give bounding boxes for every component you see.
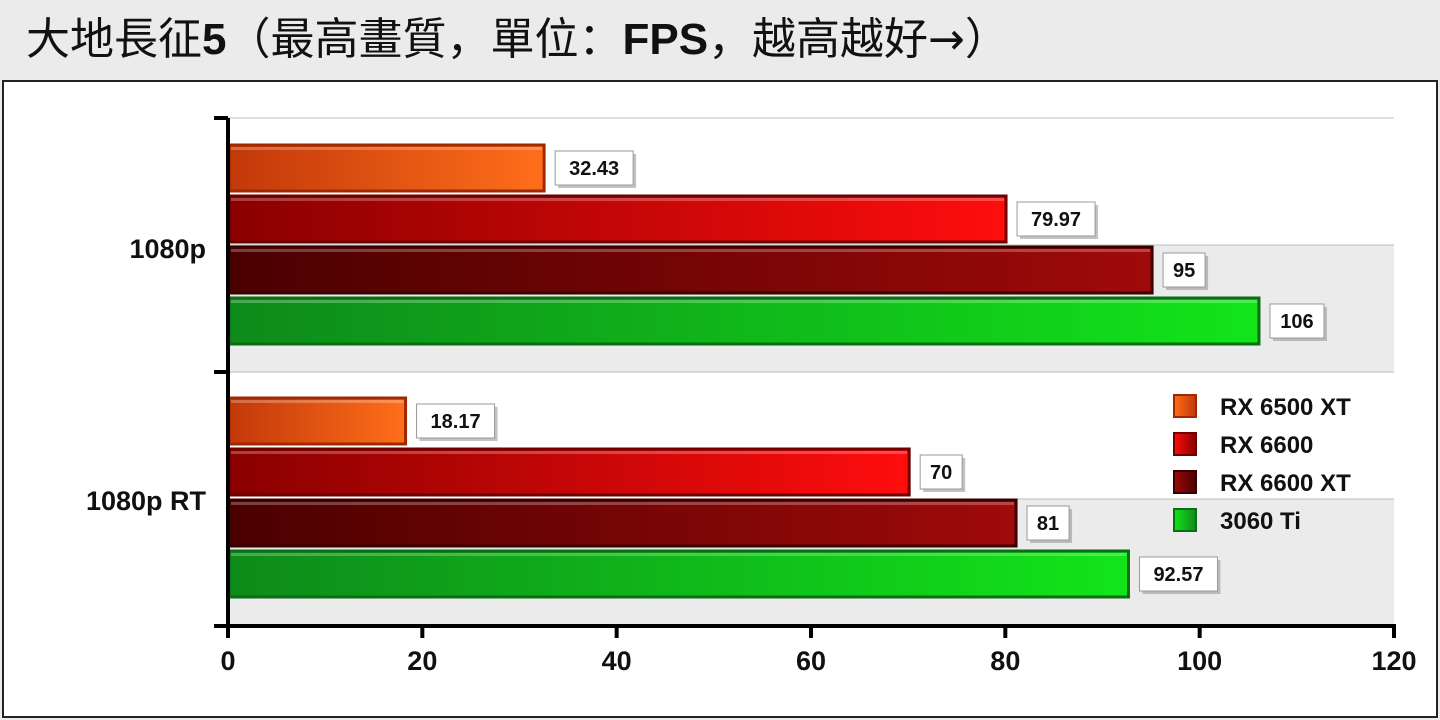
value-label: 79.97 bbox=[1031, 209, 1081, 231]
title-bold-number: 5 bbox=[202, 15, 227, 64]
value-label: 18.17 bbox=[431, 411, 481, 433]
x-tick-label: 60 bbox=[796, 646, 826, 676]
legend-swatch bbox=[1173, 394, 1197, 418]
title-bold-unit: FPS bbox=[622, 15, 709, 64]
value-label: 92.57 bbox=[1153, 564, 1203, 586]
value-label-box bbox=[554, 150, 634, 186]
category-label: 1080p RT bbox=[86, 486, 207, 516]
bar-highlight bbox=[231, 400, 404, 403]
bar-highlight bbox=[231, 451, 908, 454]
value-label: 95 bbox=[1173, 260, 1195, 282]
bar bbox=[227, 447, 911, 497]
value-label-box bbox=[1162, 252, 1206, 288]
title-bar: 大地長征5（最高畫質，單位：FPS，越高越好→） bbox=[0, 0, 1440, 80]
bars: 32.43 79.97 95 106 18.17 70 81 92.57 bbox=[227, 143, 1327, 599]
bar bbox=[227, 296, 1261, 346]
value-label-box bbox=[919, 454, 963, 490]
bar-highlight bbox=[231, 249, 1151, 252]
bar bbox=[227, 143, 546, 193]
title-prefix: 大地長征 bbox=[26, 14, 202, 65]
x-tick-label: 80 bbox=[990, 646, 1020, 676]
bar bbox=[227, 549, 1130, 599]
value-label-box bbox=[1269, 303, 1325, 339]
legend-swatch bbox=[1173, 432, 1197, 456]
x-tick-label: 0 bbox=[220, 646, 235, 676]
bar-highlight bbox=[231, 198, 1005, 201]
legend-label: RX 6600 XT bbox=[1220, 470, 1351, 497]
chart-title: 大地長征5（最高畫質，單位：FPS，越高越好→） bbox=[26, 10, 1009, 70]
value-label-box bbox=[1138, 556, 1218, 592]
x-tick-label: 100 bbox=[1177, 646, 1222, 676]
value-label: 106 bbox=[1280, 311, 1313, 333]
bar-highlight bbox=[231, 300, 1257, 303]
bar bbox=[227, 498, 1018, 548]
bar bbox=[227, 396, 408, 446]
value-label-box bbox=[1016, 201, 1096, 237]
bar bbox=[227, 194, 1008, 244]
value-label: 32.43 bbox=[569, 158, 619, 180]
bar-highlight bbox=[231, 553, 1127, 556]
value-label-box bbox=[416, 403, 496, 439]
title-suffix: ，越高越好→） bbox=[708, 14, 1009, 65]
axes: 1080p 1080p RT 0 20 40 60 80 100 120 bbox=[86, 116, 1417, 676]
legend-swatch bbox=[1173, 508, 1197, 532]
x-tick-label: 20 bbox=[407, 646, 437, 676]
legend-label: RX 6500 XT bbox=[1220, 394, 1351, 421]
legend-label: 3060 Ti bbox=[1220, 508, 1301, 535]
bar-highlight bbox=[231, 147, 543, 150]
legend-swatch bbox=[1173, 470, 1197, 494]
category-label: 1080p bbox=[129, 234, 206, 264]
value-label: 81 bbox=[1037, 513, 1059, 535]
legend-label: RX 6600 bbox=[1220, 432, 1313, 459]
x-tick-label: 120 bbox=[1371, 646, 1416, 676]
x-tick-label: 40 bbox=[602, 646, 632, 676]
value-label-box bbox=[1026, 505, 1070, 541]
title-middle: （最高畫質，單位： bbox=[226, 14, 623, 65]
value-label: 70 bbox=[930, 462, 952, 484]
legend: RX 6500 XT RX 6600 RX 6600 XT 3060 Ti bbox=[1173, 394, 1351, 535]
bar-highlight bbox=[231, 502, 1015, 505]
bar bbox=[227, 245, 1154, 295]
